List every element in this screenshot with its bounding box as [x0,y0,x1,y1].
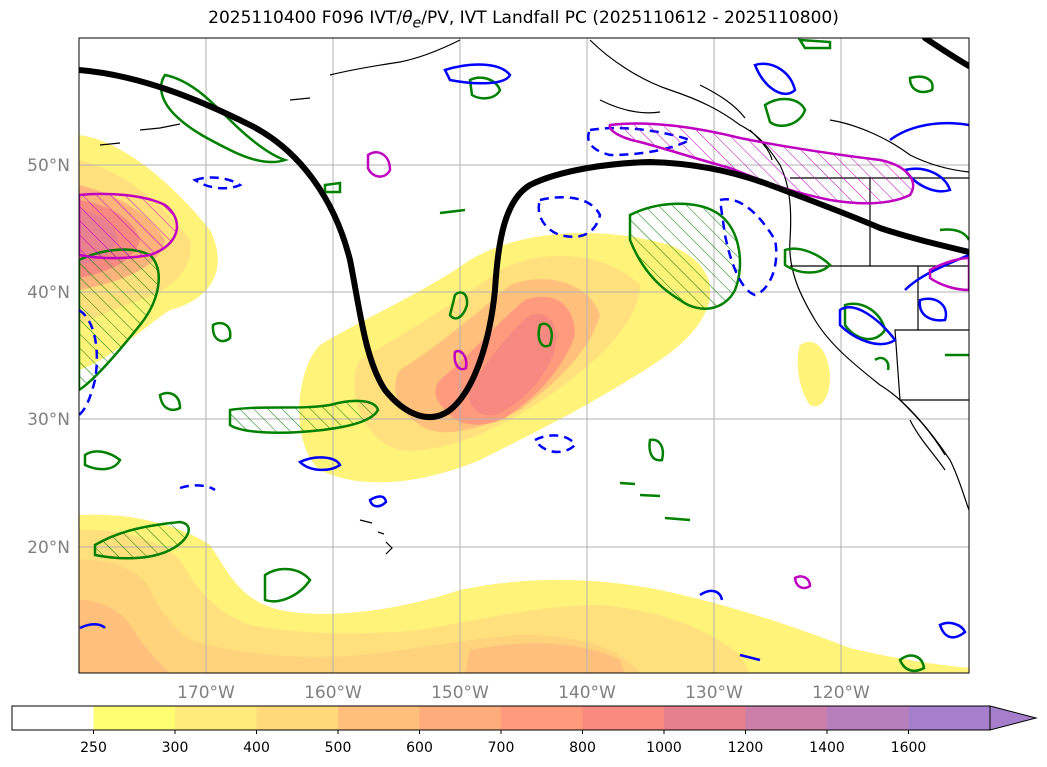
coastlines [99,39,969,555]
lat-label: 50°N [27,156,70,176]
figure-title: 2025110400 F096 IVT/θe/PV, IVT Landfall … [0,8,1047,31]
colorbar-ticks: 250 300 400 500 600 700 800 1000 1200 1400 1600 [80,730,926,756]
colorbar-segment [256,706,339,730]
colorbar-tick-label: 1600 [891,740,927,756]
lon-labels: 170°W 160°W 150°W 140°W 130°W 120°W [177,683,870,703]
lat-label: 30°N [27,410,70,430]
colorbar-segment [745,706,828,730]
landfall-pc-contours [79,122,969,590]
colorbar-segment [827,706,909,730]
colorbar-tick-label: 250 [80,740,107,756]
lon-label: 120°W [812,683,870,703]
colorbar-tick-label: 500 [325,740,352,756]
title-theta-sub: e [412,15,422,32]
colorbar-segment [908,706,991,730]
title-theta: θ [402,8,413,28]
colorbar-tick-label: 1400 [809,740,845,756]
colorbar-segment [664,706,746,730]
colorbar-segment [501,706,583,730]
colorbar-extend-arrow [989,705,1038,731]
title-prefix: 2025110400 F096 IVT/ [208,8,403,28]
pv-contours-solid [79,62,969,662]
pv-contours-dashed [79,126,778,492]
title-suffix: /PV, IVT Landfall PC (2025110612 - 20251… [421,8,839,28]
colorbar [11,705,1038,731]
colorbar-tick-label: 700 [488,740,515,756]
plot-frame [78,37,970,674]
jet-contour [79,67,969,421]
lon-label: 160°W [304,683,362,703]
lon-label: 130°W [685,683,743,703]
colorbar-segment [419,706,502,730]
colorbar-segment [93,706,176,730]
colorbar-segment [175,706,257,730]
colorbar-tick-label: 800 [569,740,596,756]
lat-label: 40°N [27,283,70,303]
jet-contour-ne [922,38,969,69]
colorbar-segment [12,706,94,730]
colorbar-tick-label: 1000 [646,740,682,756]
colorbar-segment [582,706,665,730]
lat-labels: 50°N 40°N 30°N 20°N [27,156,70,558]
map-plot-area [79,38,969,673]
colorbar-segment [338,706,420,730]
ivt-shading-south [79,514,969,673]
colorbar-tick-label: 300 [162,740,189,756]
lon-label: 140°W [558,683,616,703]
colorbar-tick-label: 600 [406,740,433,756]
lon-label: 170°W [177,683,235,703]
ivt-shading-patch [797,341,830,407]
lat-label: 20°N [27,538,70,558]
theta-e-contours [79,38,969,673]
lon-label: 150°W [431,683,489,703]
colorbar-tick-label: 400 [243,740,270,756]
colorbar-tick-label: 1200 [728,740,764,756]
